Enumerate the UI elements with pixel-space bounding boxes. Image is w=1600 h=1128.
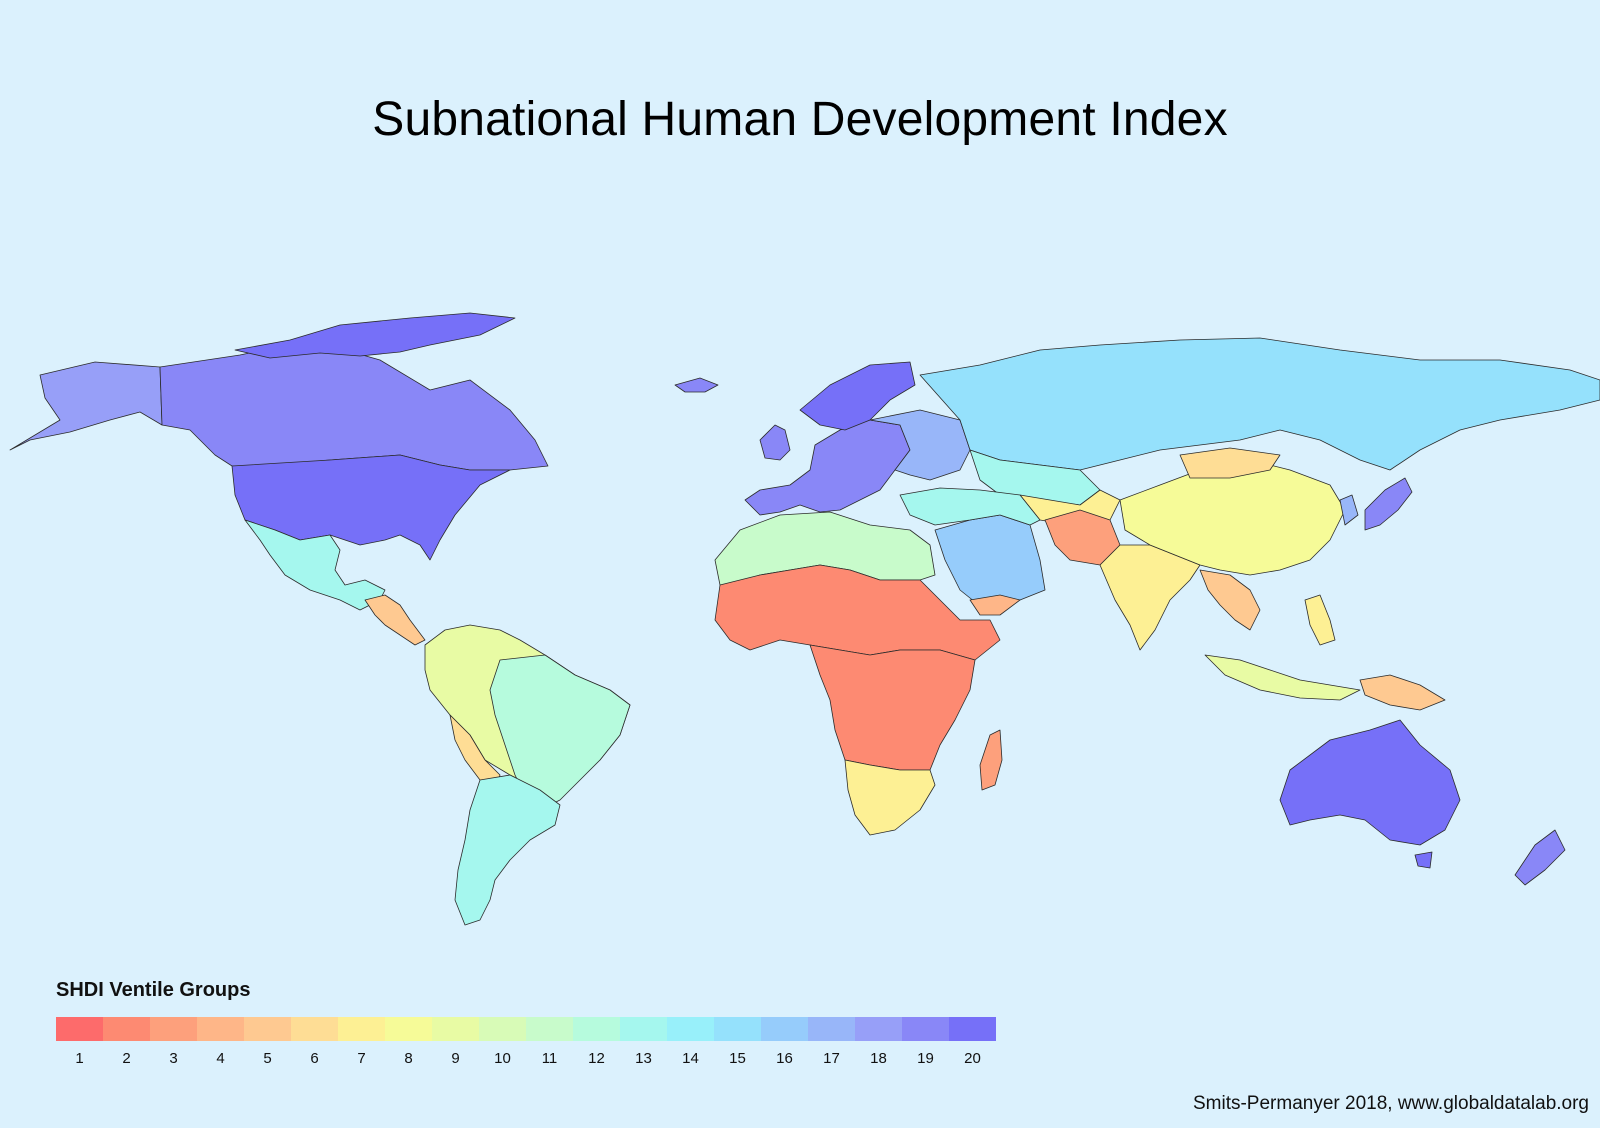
legend-swatch-6	[291, 1017, 338, 1041]
region-brazil	[489, 654, 631, 811]
region-southern-cone	[454, 774, 561, 926]
legend-label-1: 1	[75, 1050, 84, 1067]
region-iceland	[674, 377, 719, 393]
legend-label-3: 3	[169, 1050, 178, 1067]
legend-swatch-2	[103, 1017, 150, 1041]
legend-label-15: 15	[729, 1050, 746, 1067]
region-central-america	[364, 594, 426, 646]
region-canada-islands	[234, 312, 516, 359]
region-mongolia	[1179, 447, 1281, 479]
region-canada	[159, 339, 549, 471]
legend-label-8: 8	[404, 1050, 413, 1067]
region-australia	[1279, 719, 1461, 846]
legend-label-10: 10	[494, 1050, 511, 1067]
region-indonesia	[1204, 654, 1361, 701]
region-sahel-west-africa	[714, 564, 1001, 661]
region-central-africa	[809, 644, 976, 771]
legend-swatch-11	[526, 1017, 573, 1041]
legend-swatch-20	[949, 1017, 996, 1041]
region-southeast-asia	[1199, 569, 1261, 631]
legend-swatch-16	[761, 1017, 808, 1041]
region-eastern-europe	[869, 409, 971, 481]
legend-swatch-7	[338, 1017, 385, 1041]
region-middle-east	[934, 514, 1046, 611]
legend-label-4: 4	[216, 1050, 225, 1067]
legend-label-12: 12	[588, 1050, 605, 1067]
region-turkey-iran	[899, 487, 1041, 526]
region-japan	[1364, 477, 1413, 531]
source-credit: Smits-Permanyer 2018, www.globaldatalab.…	[1192, 1093, 1589, 1114]
legend-swatch-12	[573, 1017, 620, 1041]
region-tasmania	[1414, 851, 1433, 869]
region-korea	[1339, 494, 1359, 526]
legend-label-6: 6	[310, 1050, 319, 1067]
legend-swatch-3	[150, 1017, 197, 1041]
legend-swatch-10	[479, 1017, 526, 1041]
region-new-guinea	[1359, 674, 1446, 711]
region-alaska	[9, 361, 163, 451]
legend-label-11: 11	[541, 1050, 558, 1067]
legend-swatch-15	[714, 1017, 761, 1041]
legend-label-18: 18	[870, 1050, 887, 1067]
legend-label-7: 7	[357, 1050, 366, 1067]
legend-swatch-1	[56, 1017, 103, 1041]
legend-label-19: 19	[917, 1050, 934, 1067]
legend-title: SHDI Ventile Groups	[56, 979, 251, 1001]
legend-swatch-19	[902, 1017, 949, 1041]
world-map	[9, 312, 1600, 926]
legend-label-13: 13	[635, 1050, 652, 1067]
legend-label-14: 14	[682, 1050, 699, 1067]
legend-labels: 1 2 3 4 5 6 7 8 9 10 11 12 13 14 15 16 17 18 19 20	[56, 1050, 996, 1067]
region-yemen	[969, 594, 1021, 616]
region-mexico	[244, 519, 386, 611]
map-title: Subnational Human Development Index	[372, 93, 1228, 146]
legend-swatch-18	[855, 1017, 902, 1041]
legend-label-5: 5	[263, 1050, 272, 1067]
region-scandinavia	[799, 361, 916, 431]
legend-label-2: 2	[122, 1050, 131, 1067]
legend-color-bar	[56, 1017, 996, 1041]
region-new-zealand	[1514, 829, 1566, 886]
legend-swatch-17	[808, 1017, 855, 1041]
region-madagascar	[979, 729, 1003, 791]
legend-swatch-14	[667, 1017, 714, 1041]
legend-label-9: 9	[451, 1050, 460, 1067]
legend-swatch-13	[620, 1017, 667, 1041]
legend-label-20: 20	[964, 1050, 981, 1067]
legend-swatch-5	[244, 1017, 291, 1041]
legend-label-16: 16	[776, 1050, 793, 1067]
legend-swatch-8	[385, 1017, 432, 1041]
legend-label-17: 17	[823, 1050, 840, 1067]
region-russia	[919, 337, 1600, 471]
region-philippines	[1304, 594, 1336, 646]
legend-swatch-9	[432, 1017, 479, 1041]
region-india	[1099, 544, 1201, 651]
legend-swatch-4	[197, 1017, 244, 1041]
region-uk	[759, 424, 791, 461]
region-southern-africa	[844, 759, 936, 836]
